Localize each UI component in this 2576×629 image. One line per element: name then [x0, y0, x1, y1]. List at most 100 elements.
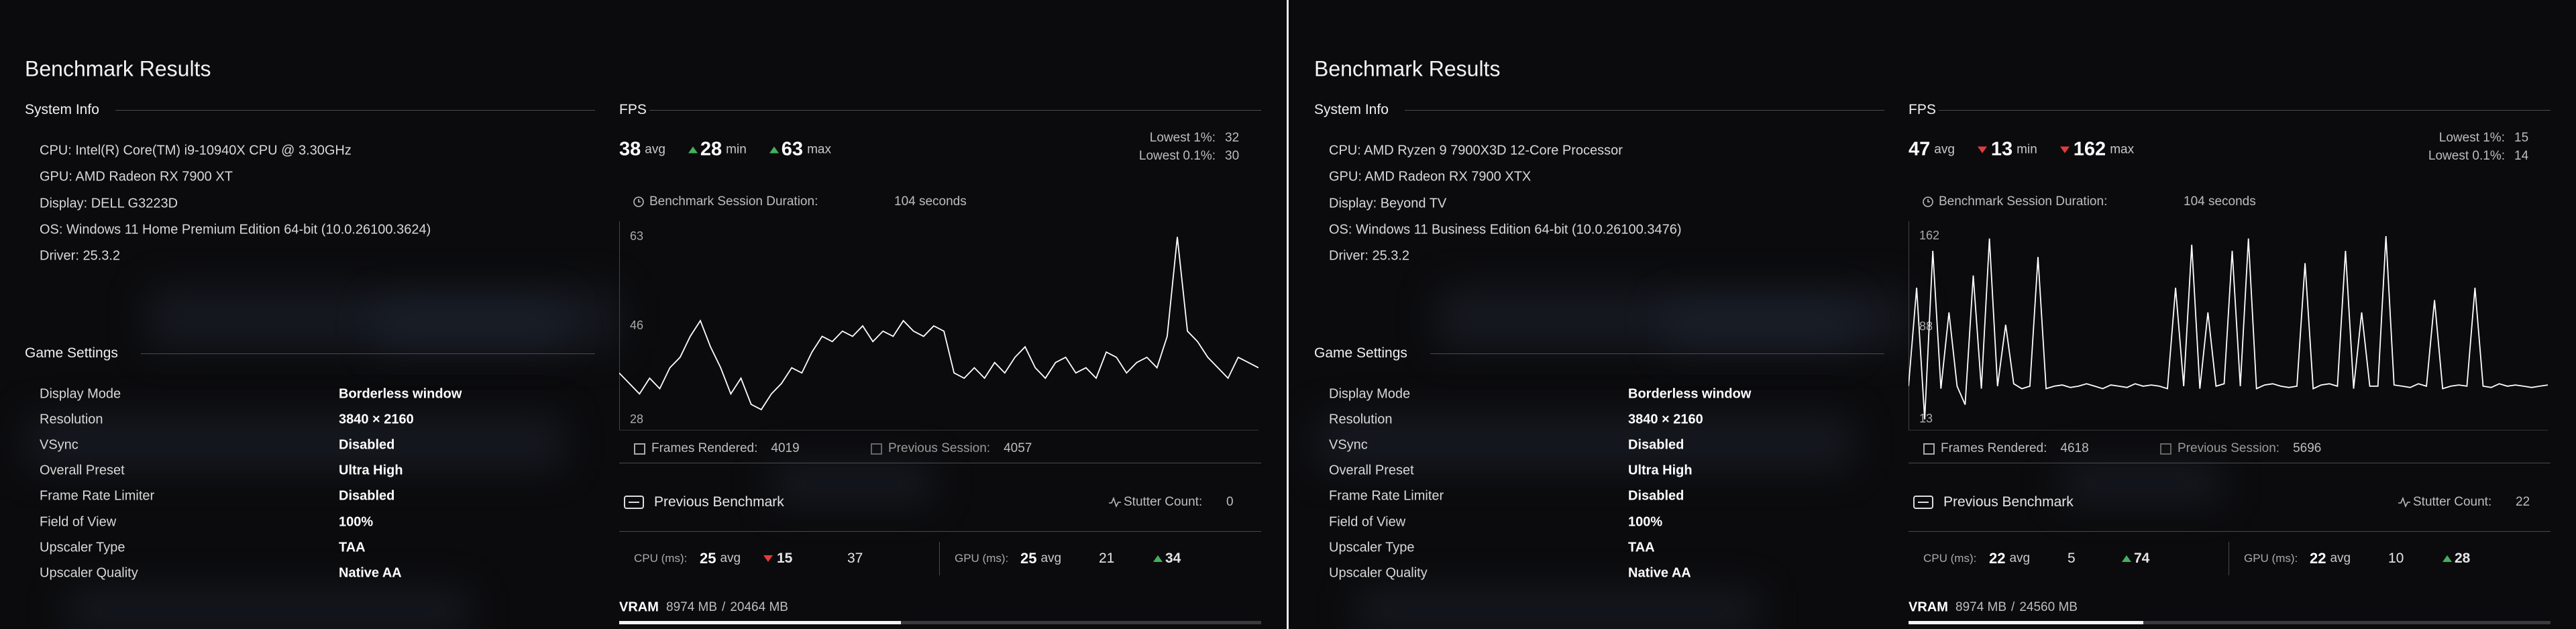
icon: [1923, 196, 1933, 207]
setting-label: Frame Rate Limiter: [40, 488, 155, 504]
fps-line: [1909, 235, 2548, 420]
divider-line: [1909, 531, 2551, 532]
max-value: 37: [847, 551, 863, 566]
icon: [1913, 496, 1933, 509]
info-row: OS: Windows 11 Home Premium Edition 64-b…: [40, 222, 431, 237]
stat-label: avg: [645, 142, 665, 156]
title: Benchmark Results: [1314, 56, 1501, 81]
setting-label: Upscaler Quality: [40, 565, 138, 581]
vram-sep: /: [722, 600, 726, 614]
divider-line: [939, 542, 940, 575]
cpu-max: 74: [2122, 551, 2149, 567]
fps-stats: 38 avg 28 min 63 max: [619, 139, 854, 161]
stat-label: min: [2017, 142, 2037, 156]
frames-rendered: Frames Rendered: 4618: [1923, 441, 2089, 456]
info-row: CPU: AMD Ryzen 9 7900X3D 12-Core Process…: [1329, 143, 1623, 158]
fps-chart: 13 88 162: [1909, 221, 2548, 431]
stat-value: 28: [700, 138, 722, 160]
previous-label: Previous Session:: [2178, 441, 2280, 455]
screen-divider: [1287, 0, 1289, 629]
y-tick-label: 63: [630, 229, 643, 243]
frames-value: 4019: [771, 441, 800, 455]
duration-label: Benchmark Session Duration:: [1939, 194, 2108, 209]
setting-value: TAA: [339, 540, 366, 555]
setting-value: 3840 × 2160: [1628, 412, 1703, 427]
gpu-avg: 22 avg: [2310, 550, 2351, 567]
vram-sep: /: [2011, 600, 2015, 614]
fps-stats: 47 avg 13 min 162 max: [1909, 139, 2157, 161]
cpu-min: 5: [2068, 551, 2076, 567]
background-blur: [27, 416, 564, 469]
setting-value: TAA: [1628, 540, 1655, 555]
min-value: 21: [1099, 551, 1115, 566]
info-row: Display: DELL G3223D: [40, 196, 178, 211]
background-blur: [1316, 416, 1853, 469]
low-value: 15: [2514, 131, 2529, 145]
gpu-min: 21: [1099, 551, 1114, 567]
setting-label: Display Mode: [1329, 386, 1411, 402]
duration-value: 104 seconds: [2184, 194, 2256, 209]
fps-avg: 47 avg: [1909, 139, 1955, 161]
trend-arrow: [1977, 146, 1987, 153]
setting-label: Frame Rate Limiter: [1329, 488, 1444, 504]
setting-value: Native AA: [339, 565, 402, 581]
icon: [633, 196, 644, 207]
frames-label: Frames Rendered:: [1941, 441, 2047, 455]
checkbox: [1923, 443, 1935, 455]
setting-label: Resolution: [1329, 412, 1393, 427]
setting-value: Borderless window: [1628, 386, 1752, 402]
checkbox: [634, 443, 645, 455]
low-value: 30: [1225, 149, 1240, 163]
trend-arrow: [763, 555, 773, 562]
trend-arrow: [2059, 146, 2070, 153]
info-row: Driver: 25.3.2: [40, 248, 121, 264]
stat-label: avg: [1934, 142, 1955, 156]
min-value: 10: [2388, 551, 2404, 566]
duration-value: 104 seconds: [894, 194, 967, 209]
low-label: Lowest 0.1%:: [1138, 149, 1216, 163]
gpu-min: 10: [2388, 551, 2404, 567]
info-row: GPU: AMD Radeon RX 7900 XT: [40, 169, 233, 184]
setting-value: Borderless window: [339, 386, 462, 402]
gpu-avg: 25 avg: [1020, 550, 1061, 567]
trend-arrow: [1153, 555, 1163, 562]
background-blur: [1665, 302, 1853, 349]
avg-value: 25: [1020, 550, 1037, 567]
info-row: OS: Windows 11 Business Edition 64-bit (…: [1329, 222, 1682, 237]
stutter-value: 22: [2516, 495, 2530, 509]
background-blur: [771, 463, 932, 503]
icon: [1109, 497, 1121, 508]
setting-value: 100%: [339, 514, 374, 529]
stat-value: 13: [1990, 138, 2013, 160]
stat-label: min: [726, 142, 747, 156]
fps-min: 13 min: [1977, 138, 2037, 161]
divider-line: [619, 531, 1261, 532]
title: Benchmark Results: [25, 56, 211, 81]
clock: [1923, 196, 1933, 207]
checkbox: [871, 443, 882, 455]
setting-value: Native AA: [1628, 565, 1691, 581]
background-blur: [376, 302, 564, 349]
fps-chart: 28 46 63: [619, 221, 1258, 431]
stat-value: 162: [2073, 138, 2106, 160]
setting-label: Upscaler Type: [1329, 540, 1415, 555]
setting-label: Upscaler Type: [40, 540, 125, 555]
vram-label: VRAM: [1909, 599, 1948, 615]
section-header: FPS: [1909, 102, 1936, 117]
setting-label: Overall Preset: [40, 463, 125, 478]
setting-value: Ultra High: [339, 463, 403, 478]
benchmark-panel: Benchmark Results System Info CPU: AMD Ryz…: [1289, 0, 2576, 629]
avg-label: avg: [720, 551, 741, 565]
stutter-icon: [2398, 497, 2410, 508]
setting-value: Disabled: [339, 488, 395, 504]
setting-label: Resolution: [40, 412, 103, 427]
previous-benchmark: Previous Benchmark: [654, 494, 784, 510]
avg-label: avg: [1040, 551, 1062, 565]
frames-label: Frames Rendered:: [651, 441, 758, 455]
setting-value: Disabled: [339, 437, 395, 453]
previous-label: Previous Session:: [888, 441, 991, 455]
divider-line: [1405, 110, 1884, 111]
previous-session: Previous Session: 4057: [871, 441, 1032, 456]
trend-arrow: [2443, 555, 2452, 562]
low-label: Lowest 1%:: [2438, 131, 2505, 145]
